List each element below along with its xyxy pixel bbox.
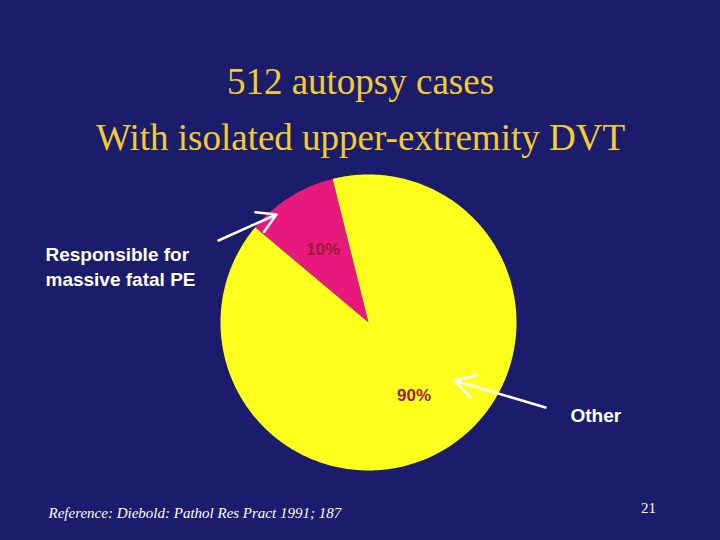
- svg-text:10%: 10%: [306, 240, 340, 259]
- svg-text:With isolated upper-extremity: With isolated upper-extremity DVT: [96, 117, 625, 158]
- svg-text:Reference: Diebold: Pathol Res: Reference: Diebold: Pathol Res Pract 199…: [48, 505, 343, 521]
- svg-text:90%: 90%: [397, 386, 431, 405]
- svg-text:Other: Other: [571, 405, 622, 426]
- svg-text:Responsible formassive fatal P: Responsible formassive fatal PE: [46, 244, 196, 290]
- svg-text:21: 21: [641, 500, 656, 516]
- svg-text:512 autopsy cases: 512 autopsy cases: [227, 61, 494, 102]
